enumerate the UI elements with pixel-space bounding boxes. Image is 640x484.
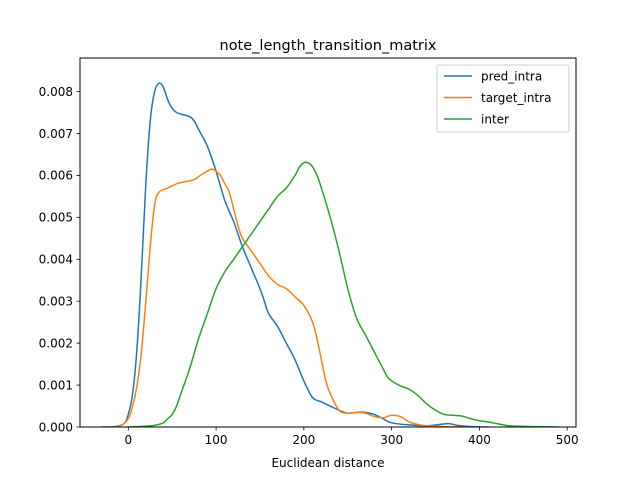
y-tick-label: 0.005 <box>39 211 73 225</box>
x-tick-label: 200 <box>292 433 315 447</box>
series-line-target-intra <box>105 168 463 427</box>
y-tick-label: 0.000 <box>39 420 73 434</box>
y-tick-label: 0.007 <box>39 127 73 141</box>
y-tick-label: 0.002 <box>39 336 73 350</box>
legend-label-target-intra: target_intra <box>481 91 551 105</box>
x-tick-label: 100 <box>205 433 228 447</box>
y-axis: 0.000 0.001 0.002 0.003 0.004 0.005 0.006 0.007… <box>39 85 80 434</box>
y-tick-label: 0.008 <box>39 85 73 99</box>
y-tick-label: 0.003 <box>39 295 73 309</box>
legend-label-pred-intra: pred_intra <box>481 69 542 83</box>
y-tick-label: 0.004 <box>39 253 73 267</box>
series-line-pred-intra <box>101 82 489 427</box>
x-tick-label: 400 <box>468 433 491 447</box>
series-layer <box>101 82 560 427</box>
y-tick-label: 0.006 <box>39 169 73 183</box>
x-tick-label: 300 <box>380 433 403 447</box>
x-axis: 0 100 200 300 400 500 <box>124 427 579 447</box>
x-tick-label: 500 <box>556 433 579 447</box>
chart-title: note_length_transition_matrix <box>220 38 437 54</box>
x-axis-label: Euclidean distance <box>271 456 384 470</box>
series-line-inter <box>127 161 560 427</box>
x-tick-label: 0 <box>124 433 132 447</box>
plot-frame <box>79 57 577 428</box>
legend-box <box>436 64 570 133</box>
y-tick-label: 0.001 <box>39 378 73 392</box>
legend-label-inter: inter <box>481 112 509 126</box>
